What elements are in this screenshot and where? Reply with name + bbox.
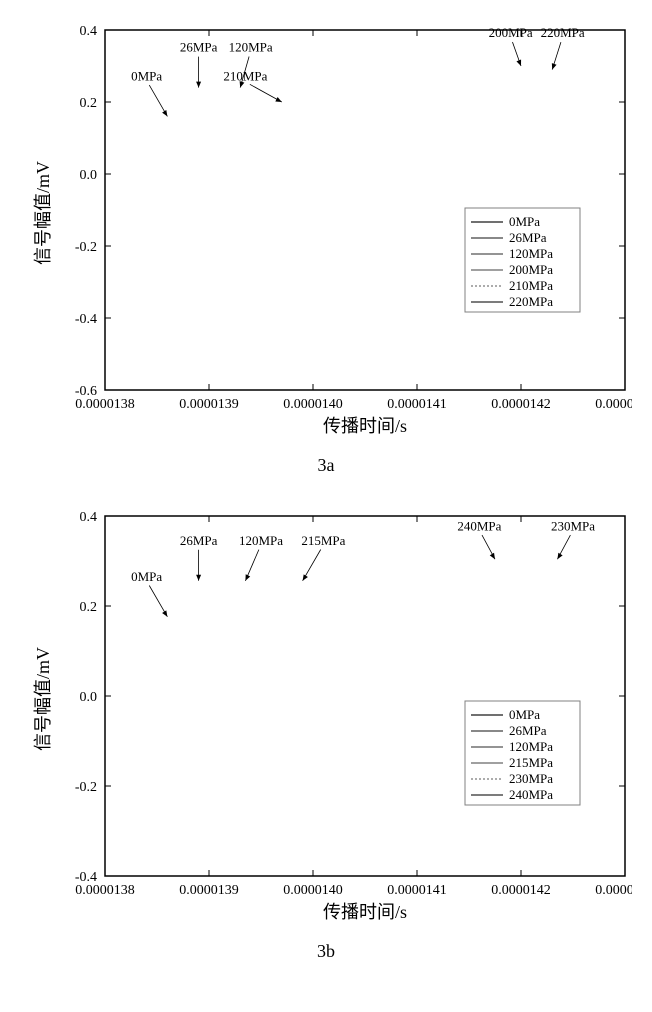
svg-text:0MPa: 0MPa	[131, 68, 162, 83]
chart-a-subplot-label: 3a	[20, 455, 632, 476]
svg-text:0.0000141: 0.0000141	[387, 883, 447, 898]
svg-text:-0.4: -0.4	[75, 312, 97, 327]
svg-text:120MPa: 120MPa	[229, 40, 273, 55]
svg-text:0.0000138: 0.0000138	[75, 397, 135, 412]
svg-text:240MPa: 240MPa	[457, 518, 501, 533]
svg-text:0.0000140: 0.0000140	[283, 883, 343, 898]
svg-text:0.0000139: 0.0000139	[179, 397, 239, 412]
svg-text:0.2: 0.2	[80, 600, 98, 615]
svg-text:26MPa: 26MPa	[509, 230, 547, 245]
svg-text:215MPa: 215MPa	[301, 533, 345, 548]
svg-text:26MPa: 26MPa	[180, 40, 218, 55]
svg-text:0.4: 0.4	[80, 510, 98, 525]
svg-text:-0.2: -0.2	[75, 240, 97, 255]
svg-text:120MPa: 120MPa	[509, 739, 553, 754]
svg-text:传播时间/s: 传播时间/s	[323, 902, 407, 922]
svg-text:0.0000140: 0.0000140	[283, 397, 343, 412]
svg-text:0.0000143: 0.0000143	[595, 883, 632, 898]
svg-text:220MPa: 220MPa	[541, 25, 585, 40]
svg-text:0.0: 0.0	[80, 168, 98, 183]
svg-text:0.4: 0.4	[80, 24, 98, 39]
svg-text:0.0: 0.0	[80, 690, 98, 705]
svg-text:120MPa: 120MPa	[509, 246, 553, 261]
svg-text:220MPa: 220MPa	[509, 294, 553, 309]
svg-text:210MPa: 210MPa	[223, 68, 267, 83]
svg-text:210MPa: 210MPa	[509, 278, 553, 293]
svg-text:传播时间/s: 传播时间/s	[323, 416, 407, 436]
chart-a-svg: -0.6-0.4-0.20.00.20.40.00001380.00001390…	[20, 20, 632, 440]
svg-text:0.2: 0.2	[80, 96, 98, 111]
svg-text:230MPa: 230MPa	[509, 771, 553, 786]
svg-text:215MPa: 215MPa	[509, 755, 553, 770]
svg-text:0.0000142: 0.0000142	[491, 397, 551, 412]
chart-3b-container: 信号幅值/mV -0.4-0.20.00.20.40.00001380.0000…	[20, 506, 632, 926]
chart-a-ylabel: 信号幅值/mV	[29, 161, 55, 265]
svg-text:200MPa: 200MPa	[509, 262, 553, 277]
svg-text:0MPa: 0MPa	[131, 569, 162, 584]
svg-text:0.0000138: 0.0000138	[75, 883, 135, 898]
svg-text:230MPa: 230MPa	[551, 518, 595, 533]
svg-text:120MPa: 120MPa	[239, 533, 283, 548]
svg-text:26MPa: 26MPa	[180, 533, 218, 548]
svg-text:0.0000142: 0.0000142	[491, 883, 551, 898]
svg-text:240MPa: 240MPa	[509, 787, 553, 802]
svg-text:26MPa: 26MPa	[509, 723, 547, 738]
svg-text:0.0000139: 0.0000139	[179, 883, 239, 898]
svg-text:200MPa: 200MPa	[489, 25, 533, 40]
chart-b-subplot-label: 3b	[20, 941, 632, 962]
chart-b-ylabel: 信号幅值/mV	[29, 647, 55, 751]
svg-text:0MPa: 0MPa	[509, 707, 540, 722]
svg-text:0MPa: 0MPa	[509, 214, 540, 229]
chart-3a-container: 信号幅值/mV -0.6-0.4-0.20.00.20.40.00001380.…	[20, 20, 632, 440]
svg-text:0.0000141: 0.0000141	[387, 397, 447, 412]
chart-b-svg: -0.4-0.20.00.20.40.00001380.00001390.000…	[20, 506, 632, 926]
svg-text:-0.2: -0.2	[75, 780, 97, 795]
svg-text:0.0000143: 0.0000143	[595, 397, 632, 412]
